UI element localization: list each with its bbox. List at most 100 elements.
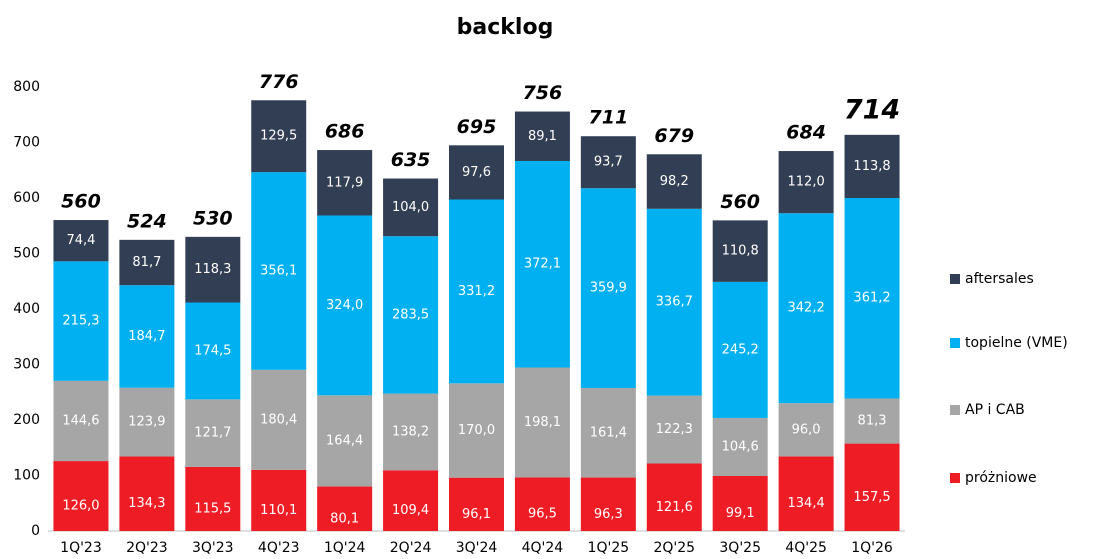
legend-swatch	[950, 405, 960, 415]
bar-segment	[580, 136, 636, 189]
bar-segment	[778, 403, 834, 457]
value-label: 134,4	[788, 496, 825, 511]
value-label: 99,1	[726, 506, 755, 521]
bar-segment	[119, 285, 175, 388]
bar-segment	[251, 469, 307, 531]
x-tick-label: 1Q'25	[588, 540, 630, 556]
bar-segment	[712, 417, 768, 476]
total-label: 686	[325, 121, 365, 143]
value-label: 110,1	[260, 503, 297, 518]
value-label: 118,3	[194, 262, 231, 277]
value-label: 245,2	[722, 342, 759, 357]
bar-segment	[185, 399, 241, 467]
bar-segment	[514, 160, 570, 368]
total-label: 524	[127, 210, 167, 232]
value-label: 113,8	[853, 159, 890, 174]
bar-segment	[844, 398, 900, 444]
bar-segment	[712, 281, 768, 418]
x-tick-label: 2Q'24	[390, 540, 432, 556]
value-label: 121,7	[194, 426, 231, 441]
value-label: 81,7	[132, 255, 161, 270]
bar-segment	[317, 215, 373, 396]
bar-segment	[844, 198, 900, 399]
legend-swatch	[950, 473, 960, 483]
value-label: 96,5	[528, 507, 557, 522]
bar-segment	[646, 463, 702, 531]
total-label: 560	[61, 191, 101, 213]
value-label: 342,2	[788, 301, 825, 316]
total-label: 560	[720, 191, 760, 213]
value-label: 215,3	[62, 314, 99, 329]
value-label: 96,3	[594, 507, 623, 522]
legend-label: AP i CAB	[965, 402, 1025, 418]
bar-segment	[383, 236, 439, 394]
value-label: 112,0	[788, 175, 825, 190]
total-label: 695	[457, 116, 497, 138]
total-label: 756	[523, 82, 563, 104]
bar-segment	[580, 477, 636, 531]
y-tick-label: 400	[13, 301, 40, 317]
legend-label: topielne (VME)	[965, 335, 1068, 351]
bar-segment	[185, 236, 241, 303]
value-label: 161,4	[590, 425, 627, 440]
bar-segment	[449, 477, 504, 531]
value-label: 359,9	[590, 281, 627, 296]
value-label: 110,8	[722, 244, 759, 259]
bar-segment	[317, 150, 373, 216]
value-label: 104,6	[722, 439, 759, 454]
bar-segment	[185, 466, 241, 531]
bar-segment	[119, 456, 175, 531]
total-label: 714	[844, 94, 900, 125]
bar-segment	[251, 172, 307, 370]
bar-segment	[449, 199, 504, 384]
value-label: 184,7	[128, 329, 165, 344]
bar-segment	[580, 188, 636, 388]
value-label: 123,9	[128, 415, 165, 430]
bar-segment	[514, 477, 570, 531]
y-tick-label: 700	[13, 135, 40, 151]
value-label: 104,0	[392, 200, 429, 215]
x-tick-label: 1Q'26	[851, 540, 893, 556]
y-tick-label: 800	[13, 79, 40, 95]
value-label: 164,4	[326, 433, 363, 448]
bar-segment	[185, 302, 241, 400]
value-label: 170,0	[458, 423, 495, 438]
value-label: 89,1	[528, 129, 557, 144]
value-label: 283,5	[392, 307, 429, 322]
bar-segment	[449, 145, 504, 200]
bar-segment	[53, 261, 109, 381]
value-label: 180,4	[260, 412, 297, 427]
value-label: 138,2	[392, 424, 429, 439]
value-label: 372,1	[524, 257, 561, 272]
bar-segment	[646, 395, 702, 464]
legend-label: aftersales	[965, 271, 1034, 287]
x-tick-label: 3Q'24	[456, 540, 498, 556]
total-label: 530	[193, 207, 233, 229]
x-tick-label: 2Q'25	[653, 540, 695, 556]
bar-segment	[119, 387, 175, 457]
value-label: 144,6	[62, 413, 99, 428]
total-label: 679	[654, 125, 694, 147]
value-label: 356,1	[260, 263, 297, 278]
y-tick-label: 600	[13, 190, 40, 206]
x-tick-label: 3Q'25	[719, 540, 761, 556]
bar-segment	[646, 154, 702, 209]
y-tick-label: 100	[13, 468, 40, 484]
value-label: 361,2	[853, 291, 890, 306]
value-label: 331,2	[458, 284, 495, 299]
value-label: 97,6	[462, 165, 491, 180]
chart-title: backlog	[457, 15, 554, 40]
bar-segment	[778, 151, 834, 214]
bar-segment	[383, 178, 439, 237]
value-label: 115,5	[194, 501, 231, 516]
bar-segment	[778, 456, 834, 531]
value-label: 121,6	[656, 500, 693, 515]
x-tick-label: 2Q'23	[126, 540, 168, 556]
bar-segment	[514, 111, 570, 161]
x-tick-label: 1Q'24	[324, 540, 366, 556]
value-label: 122,3	[656, 422, 693, 437]
bar-segment	[778, 213, 834, 404]
bar-segment	[712, 475, 768, 531]
x-tick-label: 4Q'23	[258, 540, 300, 556]
total-label: 684	[786, 122, 826, 144]
